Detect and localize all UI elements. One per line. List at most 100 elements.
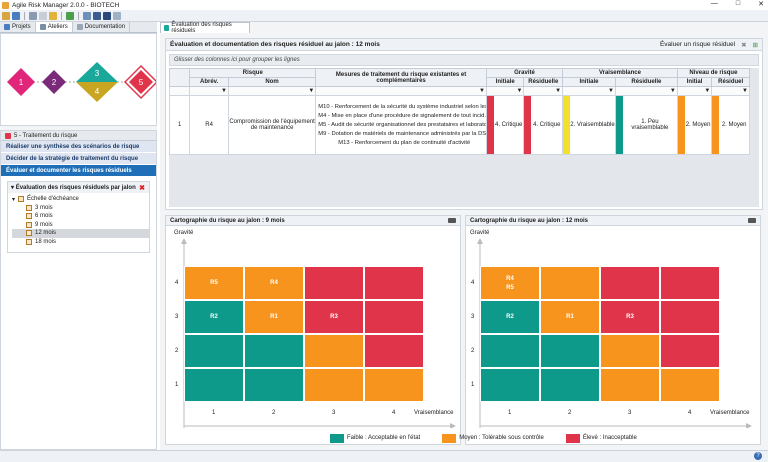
col-vraisemblance-initiale[interactable]: Initiale: [562, 77, 616, 87]
matrix-cell[interactable]: R3: [600, 300, 660, 334]
settings-icon[interactable]: [113, 11, 121, 20]
matrix-cell[interactable]: [364, 368, 424, 402]
maximize-button[interactable]: □: [735, 0, 741, 7]
risk-marker[interactable]: R3: [330, 314, 338, 320]
evaluate-residual-risk-button[interactable]: Évaluer un risque résiduel: [659, 41, 736, 48]
col-nom[interactable]: Nom: [227, 77, 317, 87]
tab-documentation[interactable]: Documentation: [73, 22, 131, 32]
workshop-step-2[interactable]: 2: [42, 70, 66, 94]
edit-icon[interactable]: [49, 11, 57, 20]
print-icon[interactable]: [29, 11, 37, 20]
tab-projets[interactable]: Projets: [0, 22, 36, 32]
matrix-cell[interactable]: [660, 266, 720, 300]
matrix-cell[interactable]: [540, 368, 600, 402]
table-row[interactable]: 1 R4 Compromission de l'équipement de ma…: [168, 95, 750, 155]
tree-item-12-mois[interactable]: 12 mois: [12, 229, 149, 238]
matrix-cell[interactable]: [304, 334, 364, 368]
matrix-cell[interactable]: R1: [244, 300, 304, 334]
export-icon[interactable]: [39, 11, 47, 20]
matrix-cell[interactable]: [244, 368, 304, 402]
risk-marker[interactable]: R2: [506, 314, 514, 320]
col-niveau-initial[interactable]: Initial: [676, 77, 713, 87]
matrix-cell[interactable]: [660, 368, 720, 402]
step-evaluer[interactable]: Évaluer et documenter les risques résidu…: [1, 165, 156, 177]
workshop-step-5[interactable]: 5: [123, 64, 159, 100]
matrix-cell[interactable]: [660, 300, 720, 334]
workshop-step-3[interactable]: 3: [76, 62, 118, 82]
risk-marker[interactable]: R1: [566, 314, 574, 320]
validate-icon[interactable]: [66, 11, 74, 20]
risk-marker[interactable]: R5: [506, 284, 514, 291]
filter-icon[interactable]: ▼: [485, 86, 525, 96]
matrix-cell[interactable]: [244, 334, 304, 368]
matrix-cell[interactable]: R3: [304, 300, 364, 334]
col-niveau-residuel[interactable]: Résiduel: [711, 77, 750, 87]
filter-icon[interactable]: ▼: [189, 86, 229, 96]
add-icon[interactable]: ⊞: [752, 41, 758, 49]
group-by-drop-zone[interactable]: Glisser des colonnes ici pour grouper le…: [169, 54, 759, 66]
matrix-cell[interactable]: R2: [480, 300, 540, 334]
delete-icon[interactable]: ✖: [741, 41, 747, 49]
save-icon[interactable]: [12, 11, 20, 20]
filter-icon[interactable]: ▼: [562, 86, 616, 96]
matrix-cell[interactable]: [364, 300, 424, 334]
tree-root[interactable]: ▾ Échelle d'échéance: [12, 196, 79, 203]
tree-item-9-mois[interactable]: 9 mois: [12, 221, 149, 230]
open-project-icon[interactable]: [2, 11, 10, 20]
matrix-cell[interactable]: [184, 368, 244, 402]
col-vraisemblance-residuelle[interactable]: Résiduelle: [614, 77, 678, 87]
risk-marker[interactable]: R3: [626, 314, 634, 320]
filter-icon[interactable]: ▼: [676, 86, 713, 96]
matrix-cell[interactable]: [304, 266, 364, 300]
matrix-cell[interactable]: [480, 334, 540, 368]
chevron-down-icon[interactable]: [103, 11, 111, 20]
export-image-icon[interactable]: [748, 218, 756, 223]
col-group-vraisemblance[interactable]: Vraisemblance: [562, 68, 678, 78]
minimize-button[interactable]: —: [710, 0, 718, 7]
workshop-step-4[interactable]: 4: [76, 82, 118, 102]
matrix-cell[interactable]: R2: [184, 300, 244, 334]
user-icon[interactable]: [93, 11, 101, 20]
risk-marker[interactable]: R5: [210, 280, 218, 286]
document-tab[interactable]: Évaluation des risques résiduels: [160, 22, 250, 34]
risk-marker[interactable]: R4: [270, 280, 278, 286]
filter-icon[interactable]: ▼: [227, 86, 317, 96]
filter-icon[interactable]: ▼: [711, 86, 750, 96]
filter-icon[interactable]: ▼: [315, 86, 487, 96]
export-image-icon[interactable]: [448, 218, 456, 223]
col-group-risque[interactable]: Risque: [189, 68, 317, 78]
close-icon[interactable]: ✖: [139, 184, 145, 192]
col-gravite-residuelle[interactable]: Résiduelle: [523, 77, 564, 87]
matrix-cell[interactable]: [184, 334, 244, 368]
step-synthese[interactable]: Réaliser une synthèse des scénarios de r…: [1, 141, 156, 153]
col-group-niveau[interactable]: Niveau de risque: [676, 68, 751, 78]
matrix-cell[interactable]: [364, 334, 424, 368]
tree-item-3-mois[interactable]: 3 mois: [12, 204, 149, 213]
filter-cell[interactable]: [168, 86, 191, 96]
col-gravite-initiale[interactable]: Initiale: [485, 77, 525, 87]
matrix-cell[interactable]: [600, 368, 660, 402]
tree-item-18-mois[interactable]: 18 mois: [12, 238, 149, 247]
matrix-cell[interactable]: [540, 266, 600, 300]
tree-item-6-mois[interactable]: 6 mois: [12, 212, 149, 221]
collapse-icon[interactable]: ▾: [11, 185, 16, 191]
close-window-button[interactable]: ✕: [758, 1, 764, 8]
matrix-cell[interactable]: [304, 368, 364, 402]
matrix-cell[interactable]: R4: [244, 266, 304, 300]
risk-marker[interactable]: R1: [270, 314, 278, 320]
matrix-cell[interactable]: [600, 266, 660, 300]
report-icon[interactable]: [83, 11, 91, 20]
col-group-gravite[interactable]: Gravité: [485, 68, 564, 78]
matrix-cell[interactable]: [364, 266, 424, 300]
collapse-icon[interactable]: ▾: [12, 196, 16, 203]
help-icon[interactable]: ?: [754, 452, 762, 460]
filter-icon[interactable]: ▼: [523, 86, 564, 96]
risk-marker[interactable]: R4: [506, 275, 514, 282]
matrix-cell[interactable]: [660, 334, 720, 368]
matrix-cell[interactable]: [600, 334, 660, 368]
matrix-cell[interactable]: R4 R5: [480, 266, 540, 300]
matrix-cell[interactable]: [540, 334, 600, 368]
matrix-cell[interactable]: R1: [540, 300, 600, 334]
step-strategie[interactable]: Décider de la stratégie de traitement du…: [1, 153, 156, 165]
matrix-cell[interactable]: [480, 368, 540, 402]
